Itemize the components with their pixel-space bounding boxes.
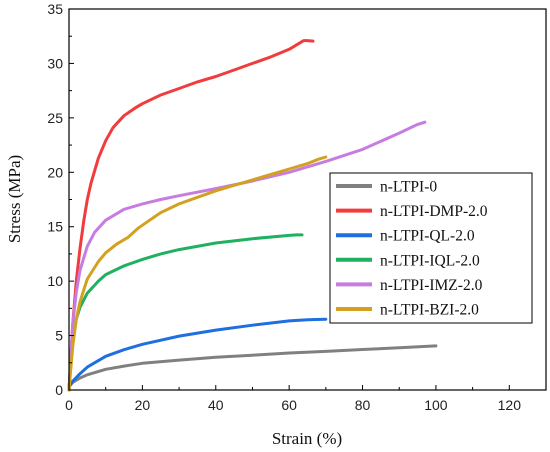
- legend-items: n-LTPI-0 n-LTPI-DMP-2.0 n-LTPI-QL-2.0 n-LTP…: [336, 179, 488, 319]
- legend-label: n-LTPI-QL-2.0: [380, 228, 475, 245]
- series-line-n-ltpi-imz-2-0: [67, 120, 427, 392]
- y-tick-label: 5: [55, 328, 63, 344]
- x-tick-label: 0: [65, 397, 73, 413]
- y-axis-title: Stress (MPa): [5, 155, 24, 243]
- x-tick-label: 20: [135, 397, 151, 413]
- legend-label: n-LTPI-0: [380, 179, 437, 196]
- y-tick-label: 35: [47, 1, 63, 17]
- series-line-n-ltpi-dmp-2-0: [67, 39, 315, 392]
- legend: n-LTPI-0 n-LTPI-DMP-2.0 n-LTPI-QL-2.0 n-LTP…: [329, 172, 533, 324]
- ticks-layer: 0 20 40 60 80 100 120 0 5 10 15 20 25 30 35: [47, 1, 521, 413]
- x-tick-label: 60: [281, 397, 297, 413]
- x-tick-label: 100: [424, 397, 448, 413]
- legend-label: n-LTPI-IMZ-2.0: [380, 277, 483, 294]
- legend-label: n-LTPI-IQL-2.0: [380, 252, 480, 269]
- x-tick-label: 120: [498, 397, 522, 413]
- legend-label: n-LTPI-DMP-2.0: [380, 203, 488, 220]
- y-tick-label: 25: [47, 110, 63, 126]
- y-tick-label: 0: [55, 382, 63, 398]
- series-line-n-ltpi-0: [67, 344, 438, 389]
- y-tick-label: 20: [47, 164, 63, 180]
- y-tick-label: 15: [47, 219, 63, 235]
- y-tick-label: 10: [47, 273, 63, 289]
- legend-box: [329, 172, 533, 324]
- series-layer: [67, 39, 438, 392]
- x-tick-label: 80: [355, 397, 371, 413]
- legend-label: n-LTPI-BZI-2.0: [380, 302, 479, 319]
- y-tick-label: 30: [47, 55, 63, 71]
- series-line-n-ltpi-ql-2-0: [67, 317, 328, 389]
- series-line-n-ltpi-bzi-2-0: [67, 155, 328, 392]
- x-axis-title: Strain (%): [272, 429, 342, 448]
- x-tick-label: 40: [208, 397, 224, 413]
